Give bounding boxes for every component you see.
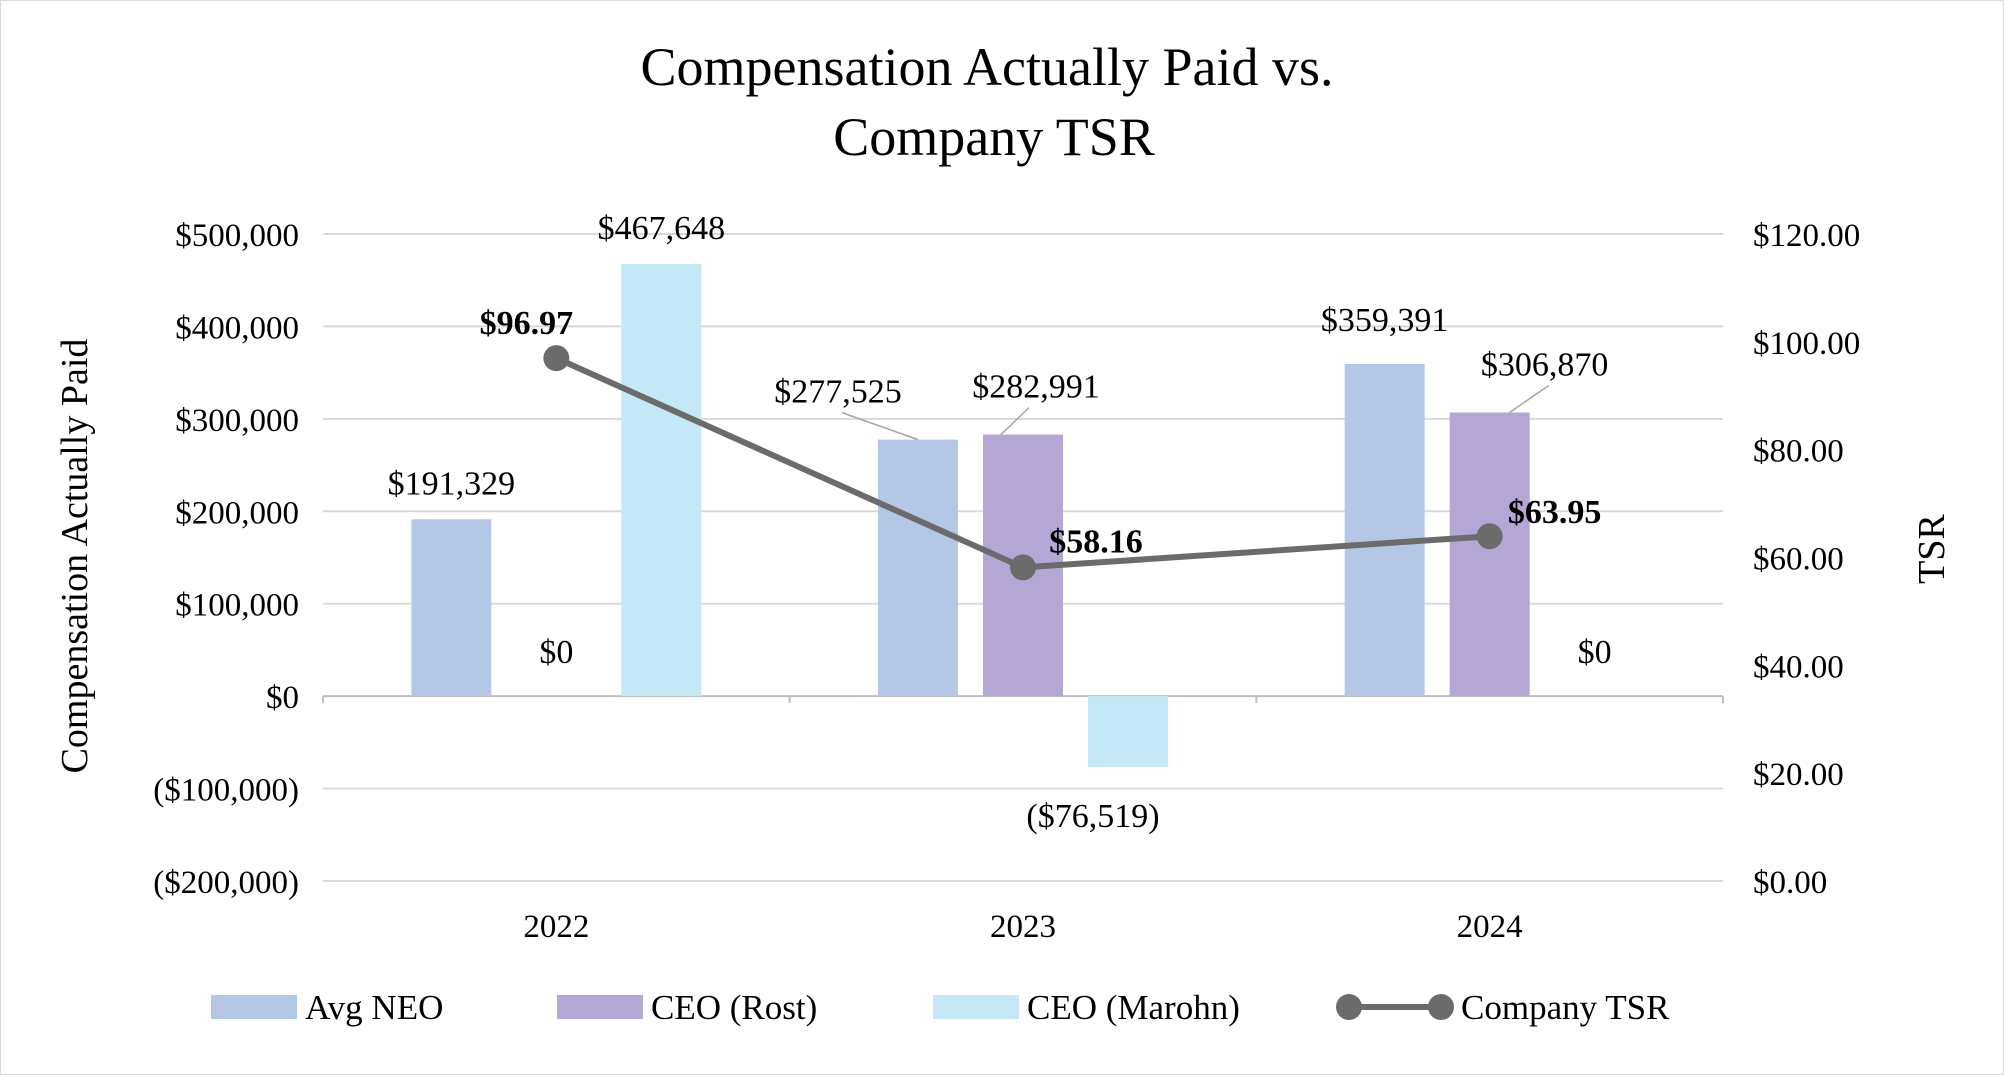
legend-label: Company TSR	[1461, 988, 1670, 1027]
y-tick-label: ($200,000)	[153, 865, 299, 901]
y-tick-label: $300,000	[175, 403, 299, 439]
bar-data-label: ($76,519)	[1026, 798, 1159, 835]
bar	[1088, 696, 1168, 767]
tsr-marker	[1476, 523, 1503, 550]
y2-tick-label: $60.00	[1753, 542, 1844, 578]
legend-swatch	[933, 995, 1019, 1019]
tsr-marker	[1010, 554, 1036, 581]
y-tick-label: $0	[266, 680, 299, 716]
bar	[1344, 363, 1425, 697]
y2-tick-label: $80.00	[1753, 434, 1844, 470]
bar-data-label: $191,329	[388, 465, 516, 502]
bar	[411, 519, 492, 697]
tsr-data-label: $63.95	[1508, 494, 1602, 531]
bar-data-label: $277,525	[774, 374, 902, 411]
y2-tick-label: $20.00	[1753, 757, 1844, 793]
y-tick-label: $500,000	[175, 218, 299, 254]
y-axis-title: Compensation Actually Paid	[54, 339, 96, 774]
chart-title-line-1: Compensation Actually Paid vs.	[641, 37, 1334, 97]
legend-label: Avg NEO	[305, 988, 443, 1027]
legend-marker	[1336, 994, 1362, 1020]
data-label-leader	[1000, 407, 1030, 436]
tsr-marker	[543, 345, 570, 372]
bar-data-label: $467,648	[598, 210, 726, 247]
bar-data-label: $0	[1578, 634, 1612, 671]
bar	[1449, 412, 1530, 697]
bar-data-label: $0	[539, 634, 573, 671]
legend-swatch	[557, 995, 643, 1019]
y2-tick-label: $100.00	[1753, 326, 1860, 362]
x-tick-label: 2024	[1457, 909, 1523, 945]
legend-label: CEO (Rost)	[651, 988, 817, 1027]
data-label-leader	[1509, 384, 1550, 414]
x-tick-label: 2023	[990, 909, 1056, 945]
y-tick-label: ($100,000)	[153, 773, 299, 809]
legend-swatch	[211, 995, 297, 1019]
bar-data-label: $359,391	[1321, 302, 1449, 339]
x-tick-label: 2022	[523, 909, 589, 945]
bar-data-label: $306,870	[1481, 347, 1609, 384]
y-tick-label: $100,000	[175, 588, 299, 624]
legend-marker	[1428, 994, 1454, 1020]
y2-tick-label: $0.00	[1753, 865, 1827, 901]
bar	[878, 439, 958, 697]
data-label-leader	[841, 411, 919, 441]
y2-axis-title: TSR	[1911, 514, 1953, 584]
legend-label: CEO (Marohn)	[1027, 988, 1240, 1027]
tsr-data-label: $58.16	[1049, 523, 1143, 560]
y2-tick-label: $40.00	[1753, 649, 1844, 685]
chart-title-line-2: Company TSR	[833, 107, 1155, 167]
y-tick-label: $200,000	[175, 495, 299, 531]
bar-data-label: $282,991	[972, 369, 1100, 406]
bar	[621, 263, 702, 697]
y2-tick-label: $120.00	[1753, 218, 1860, 254]
y-tick-label: $400,000	[175, 310, 299, 346]
tsr-data-label: $96.97	[480, 305, 574, 342]
